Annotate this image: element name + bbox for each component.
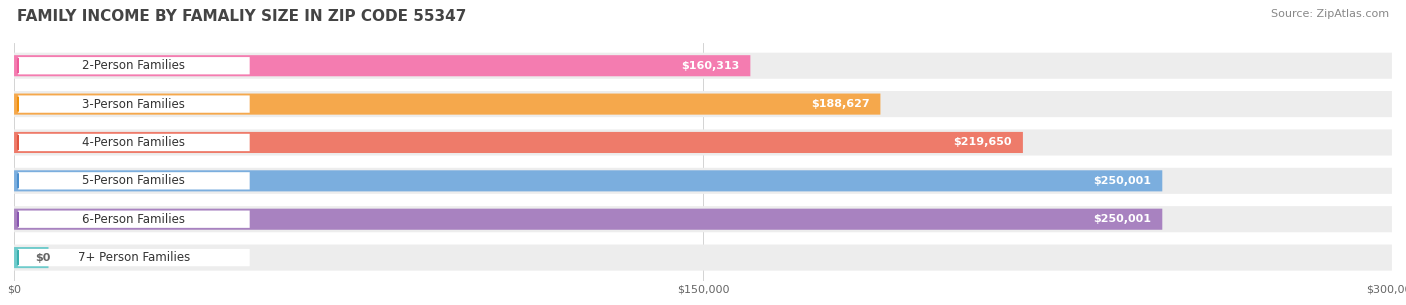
FancyBboxPatch shape (14, 132, 1024, 153)
FancyBboxPatch shape (18, 210, 250, 228)
FancyBboxPatch shape (14, 53, 1392, 79)
FancyBboxPatch shape (18, 57, 250, 74)
FancyBboxPatch shape (18, 95, 250, 113)
FancyBboxPatch shape (14, 209, 1163, 230)
FancyBboxPatch shape (18, 172, 250, 189)
Text: 2-Person Families: 2-Person Families (83, 59, 186, 72)
FancyBboxPatch shape (18, 134, 250, 151)
Text: 5-Person Families: 5-Person Families (83, 174, 186, 187)
Text: 6-Person Families: 6-Person Families (83, 213, 186, 226)
Text: $219,650: $219,650 (953, 138, 1012, 147)
FancyBboxPatch shape (14, 247, 48, 268)
Text: $160,313: $160,313 (681, 61, 740, 71)
Text: 3-Person Families: 3-Person Families (83, 98, 186, 111)
FancyBboxPatch shape (18, 249, 250, 266)
Text: FAMILY INCOME BY FAMALIY SIZE IN ZIP CODE 55347: FAMILY INCOME BY FAMALIY SIZE IN ZIP COD… (17, 9, 467, 24)
FancyBboxPatch shape (14, 129, 1392, 156)
Text: $188,627: $188,627 (811, 99, 869, 109)
Text: Source: ZipAtlas.com: Source: ZipAtlas.com (1271, 9, 1389, 19)
FancyBboxPatch shape (14, 91, 1392, 117)
Text: $250,001: $250,001 (1094, 214, 1152, 224)
Text: 4-Person Families: 4-Person Families (83, 136, 186, 149)
Text: 7+ Person Families: 7+ Person Families (77, 251, 190, 264)
FancyBboxPatch shape (14, 94, 880, 115)
FancyBboxPatch shape (14, 206, 1392, 232)
Text: $0: $0 (35, 253, 51, 263)
FancyBboxPatch shape (14, 55, 751, 76)
FancyBboxPatch shape (14, 170, 1163, 192)
Text: $250,001: $250,001 (1094, 176, 1152, 186)
FancyBboxPatch shape (14, 245, 1392, 271)
FancyBboxPatch shape (14, 168, 1392, 194)
